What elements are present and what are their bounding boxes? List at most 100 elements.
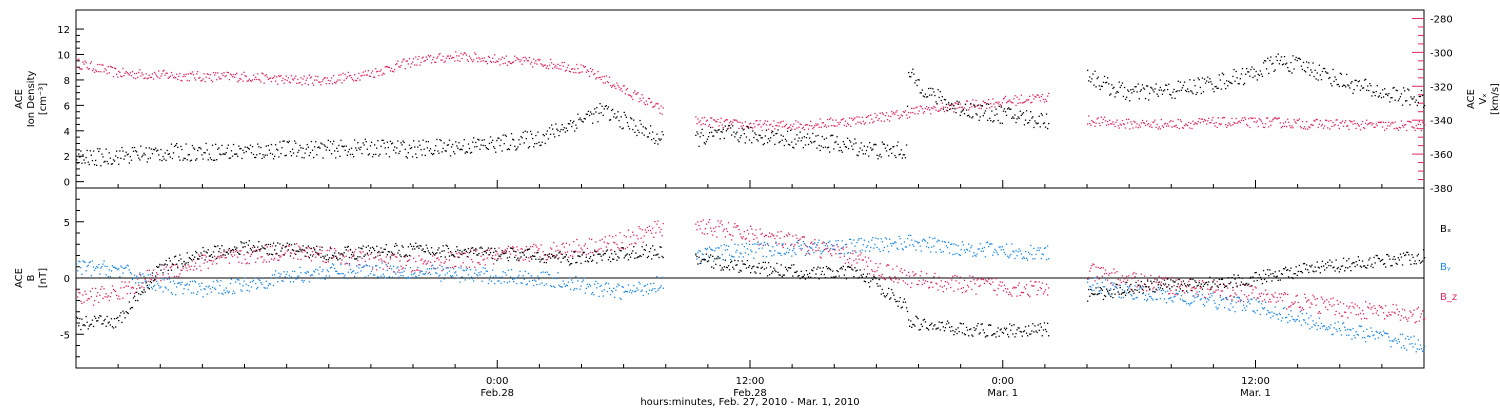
vx-point	[1310, 124, 1312, 126]
ion-density-point	[790, 129, 792, 131]
by-point	[934, 237, 936, 239]
vx-point	[763, 122, 765, 124]
ion-density-point	[697, 133, 699, 135]
by-point	[1332, 333, 1334, 335]
vx-point	[395, 63, 397, 66]
by-point	[1239, 301, 1241, 303]
vx-point	[1368, 123, 1370, 125]
bz-point	[843, 255, 845, 257]
vx-point	[320, 84, 322, 86]
by-point	[1127, 286, 1129, 288]
bz-point	[448, 259, 451, 261]
by-point	[465, 269, 467, 271]
vx-point	[942, 106, 944, 108]
vx-point	[387, 66, 389, 68]
by-point	[513, 281, 515, 283]
ion-density-point	[722, 128, 724, 131]
bz-point	[137, 278, 139, 280]
ion-density-point	[1191, 91, 1193, 93]
bz-point	[802, 236, 804, 238]
ion-density-point	[215, 143, 217, 145]
by-point	[627, 284, 630, 286]
ion-density-point	[977, 104, 979, 106]
by-point	[623, 291, 625, 293]
vx-point	[1101, 122, 1103, 124]
ion-density-point	[622, 127, 624, 129]
by-point	[470, 276, 473, 278]
bz-point	[367, 254, 369, 256]
bz-point	[135, 291, 137, 294]
ion-density-point	[728, 124, 731, 127]
vx-point	[868, 114, 870, 117]
by-point	[1339, 329, 1341, 332]
by-point	[632, 290, 634, 292]
ion-density-point	[822, 146, 824, 149]
by-point	[516, 282, 518, 285]
by-point	[881, 241, 883, 243]
ion-density-point	[702, 134, 704, 137]
bz-point	[1406, 318, 1408, 320]
bz-point	[596, 250, 598, 253]
bz-point	[968, 286, 970, 288]
ion-density-point	[870, 147, 872, 149]
ion-density-point	[299, 144, 301, 147]
bz-point	[813, 243, 815, 245]
ion-density-point	[101, 153, 103, 155]
by-point	[1161, 293, 1164, 295]
by-point	[698, 249, 700, 252]
top-right-tick-label: -300	[1430, 48, 1453, 59]
bz-point	[224, 257, 226, 259]
bz-point	[486, 257, 488, 259]
ion-density-point	[1384, 88, 1386, 90]
vx-point	[996, 101, 998, 103]
bz-point	[732, 235, 734, 237]
vx-point	[178, 75, 180, 77]
vx-point	[189, 72, 191, 74]
vx-point	[880, 120, 882, 122]
bz-point	[1219, 294, 1221, 297]
vx-point	[280, 75, 282, 77]
vx-point	[909, 116, 911, 118]
by-point	[1243, 307, 1246, 309]
bz-point	[869, 273, 871, 275]
bz-point	[1124, 281, 1127, 283]
bz-point	[791, 243, 793, 245]
vx-point	[738, 127, 740, 130]
by-point	[1211, 295, 1213, 297]
bz-point	[382, 268, 384, 270]
by-point	[715, 247, 717, 249]
by-point	[584, 292, 586, 294]
ion-density-point	[1322, 67, 1325, 70]
bz-point	[163, 268, 165, 270]
bz-point	[255, 261, 257, 263]
ion-density-point	[277, 149, 279, 151]
by-point	[329, 267, 332, 269]
vx-point	[910, 112, 912, 114]
vx-point	[892, 113, 894, 115]
ion-density-point	[116, 150, 118, 152]
ion-density-point	[1382, 96, 1385, 98]
bz-point	[611, 249, 613, 251]
vx-point	[388, 66, 391, 69]
bz-point	[1133, 271, 1135, 274]
vx-point	[302, 78, 304, 80]
bz-point	[184, 265, 186, 267]
by-point	[237, 279, 239, 281]
by-point	[1153, 291, 1155, 293]
by-point	[571, 279, 573, 281]
bz-point	[218, 255, 220, 257]
by-point	[1120, 297, 1122, 299]
ion-density-point	[732, 125, 734, 127]
ion-density-point	[359, 148, 361, 151]
ion-density-point	[426, 147, 428, 149]
ion-density-point	[1402, 87, 1405, 89]
bz-point	[851, 264, 853, 266]
ion-density-point	[1166, 84, 1168, 86]
vx-point	[168, 76, 170, 78]
by-point	[517, 276, 519, 278]
bz-point	[509, 253, 512, 255]
ion-density-point	[132, 150, 135, 152]
ion-density-point	[1035, 122, 1037, 124]
vx-point	[1115, 121, 1117, 123]
vx-point	[548, 64, 551, 66]
